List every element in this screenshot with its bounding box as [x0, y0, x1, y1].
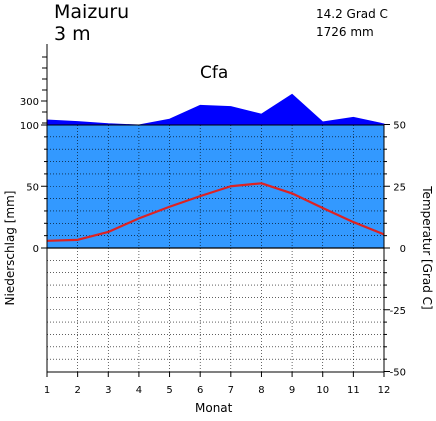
- x-tick-label: 12: [378, 385, 391, 396]
- x-tick-label: 4: [136, 385, 142, 396]
- right-tick-label: -50: [390, 368, 406, 379]
- right-tick-label: -25: [390, 306, 406, 317]
- x-tick-label: 10: [316, 385, 329, 396]
- right-tick-label: 50: [393, 121, 406, 132]
- x-tick-label: 7: [228, 385, 234, 396]
- right-axis-label: Temperatur [Grad C]: [420, 185, 434, 309]
- x-tick-label: 1: [44, 385, 50, 396]
- station-name: Maizuru: [54, 1, 129, 23]
- x-tick-label: 9: [289, 385, 295, 396]
- precip-excess-area: [47, 94, 384, 125]
- precipitation-series: [47, 94, 384, 125]
- x-tick-label: 2: [74, 385, 80, 396]
- right-tick-label: 25: [393, 182, 406, 193]
- annual-precipitation: 1726 mm: [316, 25, 374, 39]
- x-tick-label: 11: [347, 385, 360, 396]
- x-tick-label: 5: [166, 385, 172, 396]
- climate-classification: Cfa: [200, 63, 228, 83]
- left-tick-label: 300: [20, 97, 39, 108]
- left-tick-label: 50: [26, 182, 39, 193]
- station-elevation: 3 m: [54, 23, 91, 45]
- x-tick-label: 3: [105, 385, 111, 396]
- right-tick-label: 0: [400, 244, 406, 255]
- left-tick-label: 0: [33, 244, 39, 255]
- left-axis-label: Niederschlag [mm]: [3, 191, 17, 306]
- left-tick-label: 100: [20, 121, 39, 132]
- x-tick-label: 6: [197, 385, 203, 396]
- x-tick-label: 8: [258, 385, 264, 396]
- x-axis-label: Monat: [195, 401, 233, 415]
- mean-temperature: 14.2 Grad C: [316, 7, 388, 21]
